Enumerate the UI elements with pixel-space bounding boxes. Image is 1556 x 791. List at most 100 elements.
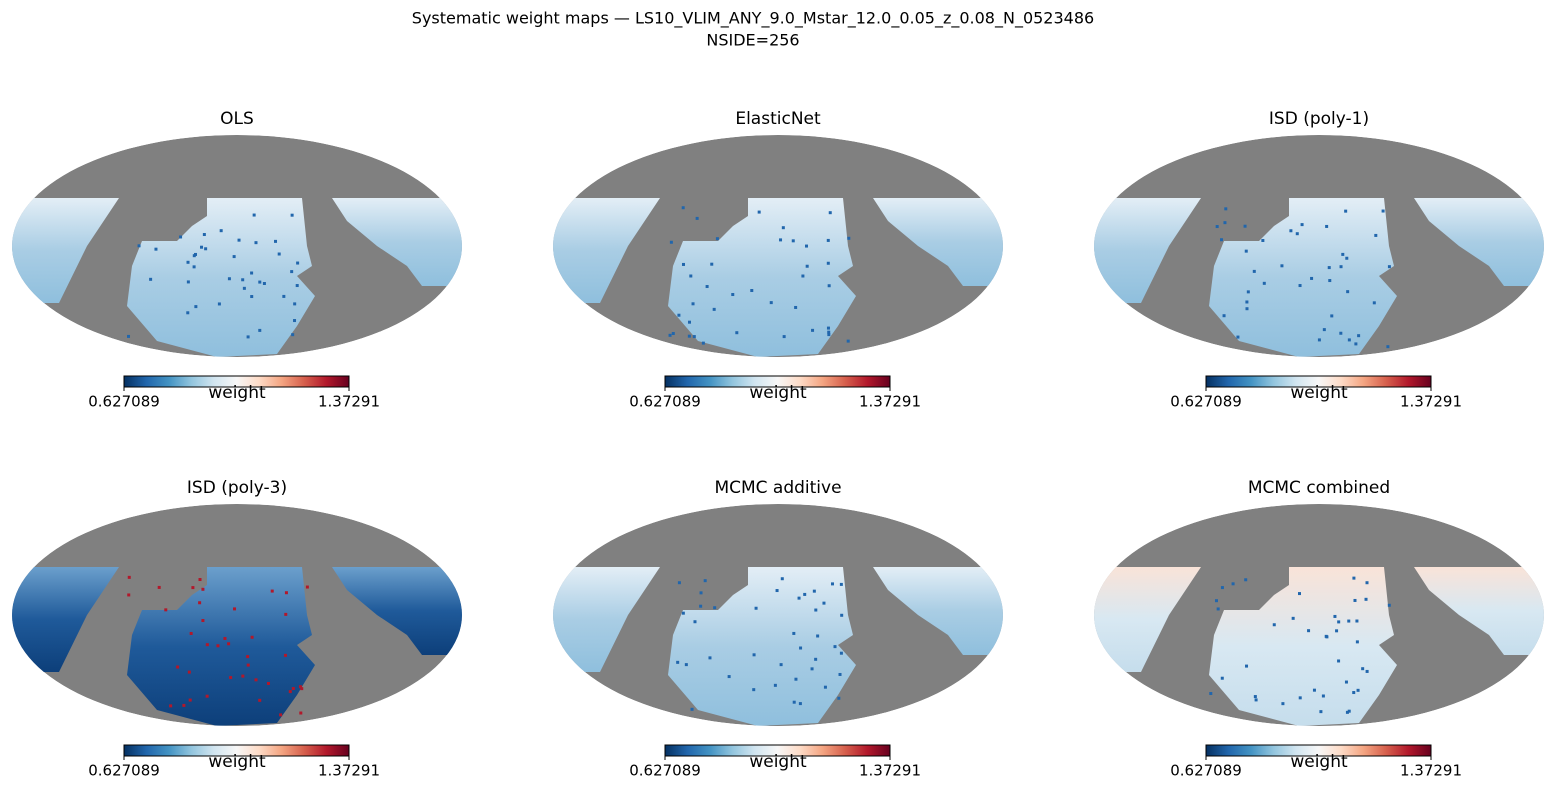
speckle — [189, 631, 193, 635]
speckle — [827, 330, 831, 334]
speckle — [847, 236, 851, 240]
speckle — [780, 577, 784, 581]
speckle — [833, 645, 837, 649]
speckle — [1345, 256, 1349, 260]
speckle — [217, 302, 221, 306]
speckle — [1357, 334, 1361, 338]
speckle — [1295, 232, 1299, 236]
colorbar — [1205, 744, 1432, 757]
colorbar-tick-label: 0.627089 — [88, 762, 160, 780]
speckle — [797, 596, 801, 600]
speckle — [1337, 659, 1341, 663]
speckle — [1222, 314, 1226, 318]
speckle — [137, 244, 141, 248]
speckle — [826, 326, 830, 330]
speckle — [1244, 249, 1248, 253]
speckle — [782, 335, 786, 339]
sky-map — [12, 135, 462, 357]
speckle — [754, 606, 758, 610]
speckle — [1310, 276, 1314, 280]
panel-title: ISD (poly-3) — [187, 478, 287, 498]
speckle — [154, 247, 158, 251]
speckle — [1246, 290, 1250, 294]
speckle — [1337, 620, 1341, 624]
speckle — [775, 589, 779, 593]
speckle — [805, 264, 809, 268]
speckle — [1387, 265, 1391, 269]
speckle — [1254, 698, 1258, 702]
speckle — [1355, 640, 1359, 644]
footprint — [873, 567, 1003, 655]
speckle — [201, 619, 205, 623]
speckle — [227, 642, 231, 646]
speckle — [1220, 238, 1224, 242]
speckle — [1261, 239, 1265, 243]
speckle — [198, 601, 202, 605]
speckle — [246, 663, 250, 667]
speckle — [1231, 582, 1235, 586]
speckle — [1347, 709, 1351, 713]
sky-map — [1094, 135, 1544, 357]
speckle — [687, 320, 691, 324]
speckle — [1298, 696, 1302, 700]
speckle — [246, 655, 250, 659]
map-panel: ElasticNet 0.627089 1.37291 weight — [553, 109, 1003, 411]
panel-title: MCMC combined — [1248, 478, 1390, 498]
footprint — [127, 198, 315, 357]
speckle — [814, 657, 818, 661]
speckle — [291, 333, 295, 337]
speckle — [705, 285, 709, 289]
speckle — [752, 688, 756, 692]
speckle — [295, 284, 299, 288]
footprint — [1414, 198, 1544, 286]
speckle — [293, 319, 297, 323]
speckle — [258, 328, 262, 332]
speckle — [252, 213, 256, 217]
speckle — [270, 589, 274, 593]
colorbar — [123, 744, 350, 757]
map-panel: OLS 0.627089 1.37291 weight — [12, 109, 462, 411]
speckle — [1352, 691, 1356, 695]
speckle — [1322, 328, 1326, 332]
speckle — [810, 667, 814, 671]
speckle — [669, 240, 673, 244]
speckle — [1325, 224, 1329, 228]
sky-map — [553, 135, 1003, 357]
speckle — [827, 284, 831, 288]
speckle — [277, 252, 281, 256]
figure-title: Systematic weight maps — LS10_VLIM_ANY_9… — [412, 9, 1094, 29]
speckle — [201, 587, 205, 591]
footprint — [668, 198, 856, 357]
speckle — [735, 331, 739, 335]
colorbar-tick-label: 1.37291 — [859, 762, 921, 780]
speckle — [1374, 233, 1378, 237]
speckle — [690, 707, 694, 711]
speckle — [229, 676, 233, 680]
speckle — [779, 663, 783, 667]
speckle — [1252, 269, 1256, 273]
speckle — [689, 274, 693, 278]
speckle — [814, 608, 818, 612]
speckle — [699, 604, 703, 608]
speckle — [794, 677, 798, 681]
speckle — [250, 295, 254, 299]
footprint — [668, 567, 856, 726]
colorbar-label: weight — [1290, 383, 1348, 403]
colorbar-tick-label: 0.627089 — [629, 762, 701, 780]
speckle — [1281, 702, 1285, 706]
speckle — [241, 278, 245, 282]
footprint — [332, 198, 462, 286]
colorbar-tick-label: 0.627089 — [629, 393, 701, 411]
speckle — [677, 581, 681, 585]
speckle — [188, 698, 192, 702]
speckle — [794, 305, 798, 309]
speckle — [703, 579, 707, 583]
speckle — [1356, 688, 1360, 692]
speckle — [1381, 209, 1385, 213]
speckle — [291, 687, 295, 691]
speckle — [1333, 614, 1337, 618]
speckle — [1355, 619, 1359, 623]
footprint — [1209, 567, 1397, 726]
speckle — [284, 612, 288, 616]
speckle — [1220, 586, 1224, 590]
